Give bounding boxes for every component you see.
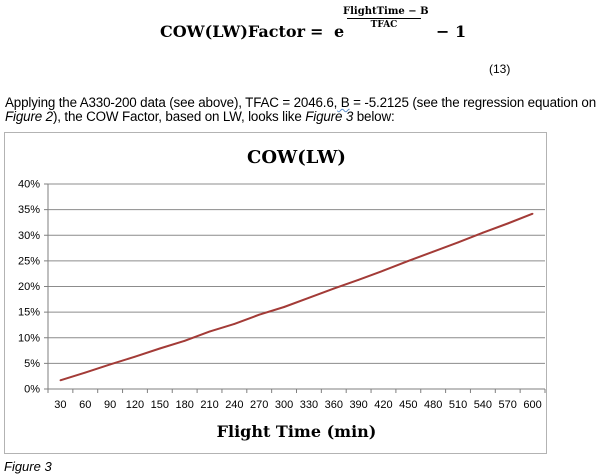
data-point (134, 355, 136, 358)
x-tick-label: 480 (424, 399, 442, 411)
x-tick-label: 540 (474, 399, 492, 411)
data-point (357, 278, 360, 281)
chart-frame: COW(LW) 0% 5% 10% 15% 20% 25% 30% 35% 40% 30 60 90 12… (4, 132, 547, 454)
y-tick-label: 20% (18, 281, 40, 293)
data-point (283, 306, 285, 308)
x-tick-label: 300 (275, 399, 293, 411)
equation-exp-base: e (334, 22, 345, 41)
data-point (382, 269, 385, 272)
x-tick-label: 120 (126, 399, 144, 411)
y-tick-label: 25% (18, 255, 40, 267)
figure-2-reference: Figure 2 (5, 109, 53, 124)
data-point (109, 363, 112, 366)
x-tick-label: 390 (349, 399, 367, 411)
data-point (84, 371, 87, 374)
data-point (432, 250, 435, 253)
para-text-1: Applying the A330-200 data (see above), … (5, 95, 338, 110)
y-tick-label: 35% (18, 204, 40, 216)
equation-numerator: FlightTime − B (343, 6, 429, 17)
data-point (457, 241, 459, 244)
x-tick-label: 600 (523, 399, 541, 411)
x-tick-label: 570 (499, 399, 517, 411)
data-point (59, 379, 62, 382)
data-point (407, 259, 410, 262)
x-tick-label: 150 (151, 399, 169, 411)
data-point (183, 339, 186, 342)
data-point (258, 313, 261, 316)
series-line (60, 212, 533, 382)
x-tick-label: 210 (200, 399, 218, 411)
x-tick-label: 270 (250, 399, 268, 411)
figure-caption: Figure 3 (4, 459, 52, 474)
equation-13: COW(LW)Factor = e FlightTime − B TFAC − … (160, 4, 480, 54)
x-tick-label: 330 (300, 399, 318, 411)
para-text-3: ), the COW Factor, based on LW, looks li… (52, 109, 306, 124)
equation-exponent-fraction: FlightTime − B TFAC (343, 6, 429, 30)
x-tick-label: 180 (175, 399, 193, 411)
fraction-bar (347, 18, 421, 19)
equation-lhs: COW(LW)Factor (160, 22, 305, 41)
x-tick-label: 240 (225, 399, 243, 411)
x-tick-label: 60 (79, 399, 91, 411)
data-point (233, 323, 236, 325)
equation-denominator: TFAC (370, 20, 398, 30)
y-tick-label: 40% (18, 179, 40, 191)
body-paragraph: Applying the A330-200 data (see above), … (5, 96, 597, 124)
y-tick-label: 15% (18, 307, 40, 319)
y-tick-label: 30% (18, 230, 40, 242)
equation-number: (13) (489, 62, 511, 76)
para-text-4: below: (353, 109, 395, 124)
x-tick-label: 90 (104, 399, 116, 411)
x-axis-label: Flight Time (min) (217, 422, 377, 441)
data-point (208, 330, 211, 333)
y-tick-label: 0% (24, 384, 40, 396)
para-spellcheck-squiggle: B (337, 95, 350, 110)
x-tick-label: 30 (54, 399, 66, 411)
data-point (308, 296, 310, 299)
para-text-2: = -5.2125 (see the regression equation o… (349, 95, 597, 110)
x-tick-label: 360 (325, 399, 343, 411)
chart-title: COW(LW) (247, 147, 346, 168)
x-tick-label: 510 (449, 399, 467, 411)
data-point (332, 287, 335, 290)
data-point (481, 231, 484, 234)
equation-equals: = (310, 22, 324, 41)
data-point (531, 212, 534, 215)
equation-minus-one: − 1 (436, 22, 467, 41)
x-tick-label: 450 (399, 399, 417, 411)
y-tick-label: 5% (24, 358, 40, 370)
figure-3-reference: Figure 3 (305, 109, 354, 124)
data-point (506, 222, 509, 225)
x-tick-label: 420 (374, 399, 392, 411)
y-tick-label: 10% (18, 332, 40, 344)
cow-lw-chart: COW(LW) 0% 5% 10% 15% 20% 25% 30% 35% 40% 30 60 90 12… (18, 147, 546, 441)
data-point (158, 347, 161, 350)
